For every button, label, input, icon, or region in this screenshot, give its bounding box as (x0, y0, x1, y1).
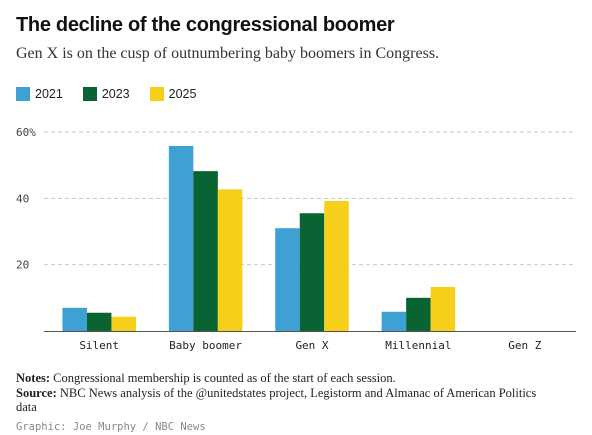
bar-millennial-2021 (381, 311, 407, 331)
bar-gen-x-2023 (299, 213, 325, 331)
bar-baby-boomer-2023 (193, 171, 218, 331)
notes-text: Congressional membership is counted as o… (53, 371, 396, 385)
source-text: NBC News analysis of the @unitedstates p… (16, 385, 537, 415)
chart-title: The decline of the congressional boomer (16, 14, 395, 36)
x-tick-label-millennial: Millennial (385, 339, 451, 352)
chart-footer: Notes: Congressional membership is count… (16, 371, 556, 415)
y-tick-label-60: 60% (16, 126, 36, 139)
legend-label-2025: 2025 (168, 87, 197, 101)
y-tick-label-20: 20 (16, 259, 29, 272)
bar-baby-boomer-2021 (168, 145, 194, 331)
bar-millennial-2023 (406, 297, 431, 331)
source-line: Source: NBC News analysis of the @united… (16, 386, 556, 415)
graphic-credit: Graphic: Joe Murphy / NBC News (16, 421, 206, 433)
legend-item-2025: 2025 (149, 87, 197, 101)
bar-gen-x-2021 (275, 228, 300, 331)
bar-millennial-2025 (430, 286, 456, 331)
legend-item-2021: 2021 (16, 87, 63, 101)
legend: 2021 2023 2025 (16, 87, 196, 101)
legend-swatch-2021 (16, 87, 30, 101)
legend-swatch-2023 (82, 87, 97, 101)
bar-chart: 20 40 60% Silent Baby boomer Gen X Millennial G… (16, 126, 576, 352)
legend-label-2021: 2021 (35, 87, 63, 101)
x-tick-label-gen-x: Gen X (295, 339, 328, 352)
notes-line: Notes: Congressional membership is count… (16, 371, 556, 386)
legend-label-2023: 2023 (101, 87, 130, 101)
bar-baby-boomer-2025 (217, 189, 243, 331)
source-label: Source: (16, 385, 57, 400)
bar-gen-x-2025 (324, 200, 349, 331)
notes-label: Notes: (16, 371, 51, 385)
x-tick-label-silent: Silent (79, 339, 119, 352)
legend-item-2023: 2023 (82, 87, 130, 101)
chart-subtitle: Gen X is on the cusp of outnumbering bab… (16, 45, 440, 62)
legend-swatch-2025 (149, 87, 164, 101)
bar-silent-2021 (62, 307, 87, 331)
bar-silent-2025 (111, 316, 136, 331)
x-tick-label-baby-boomer: Baby boomer (169, 339, 242, 352)
y-tick-label-40: 40 (16, 192, 29, 205)
bar-silent-2023 (86, 312, 112, 331)
x-tick-label-gen-z: Gen Z (508, 339, 541, 352)
